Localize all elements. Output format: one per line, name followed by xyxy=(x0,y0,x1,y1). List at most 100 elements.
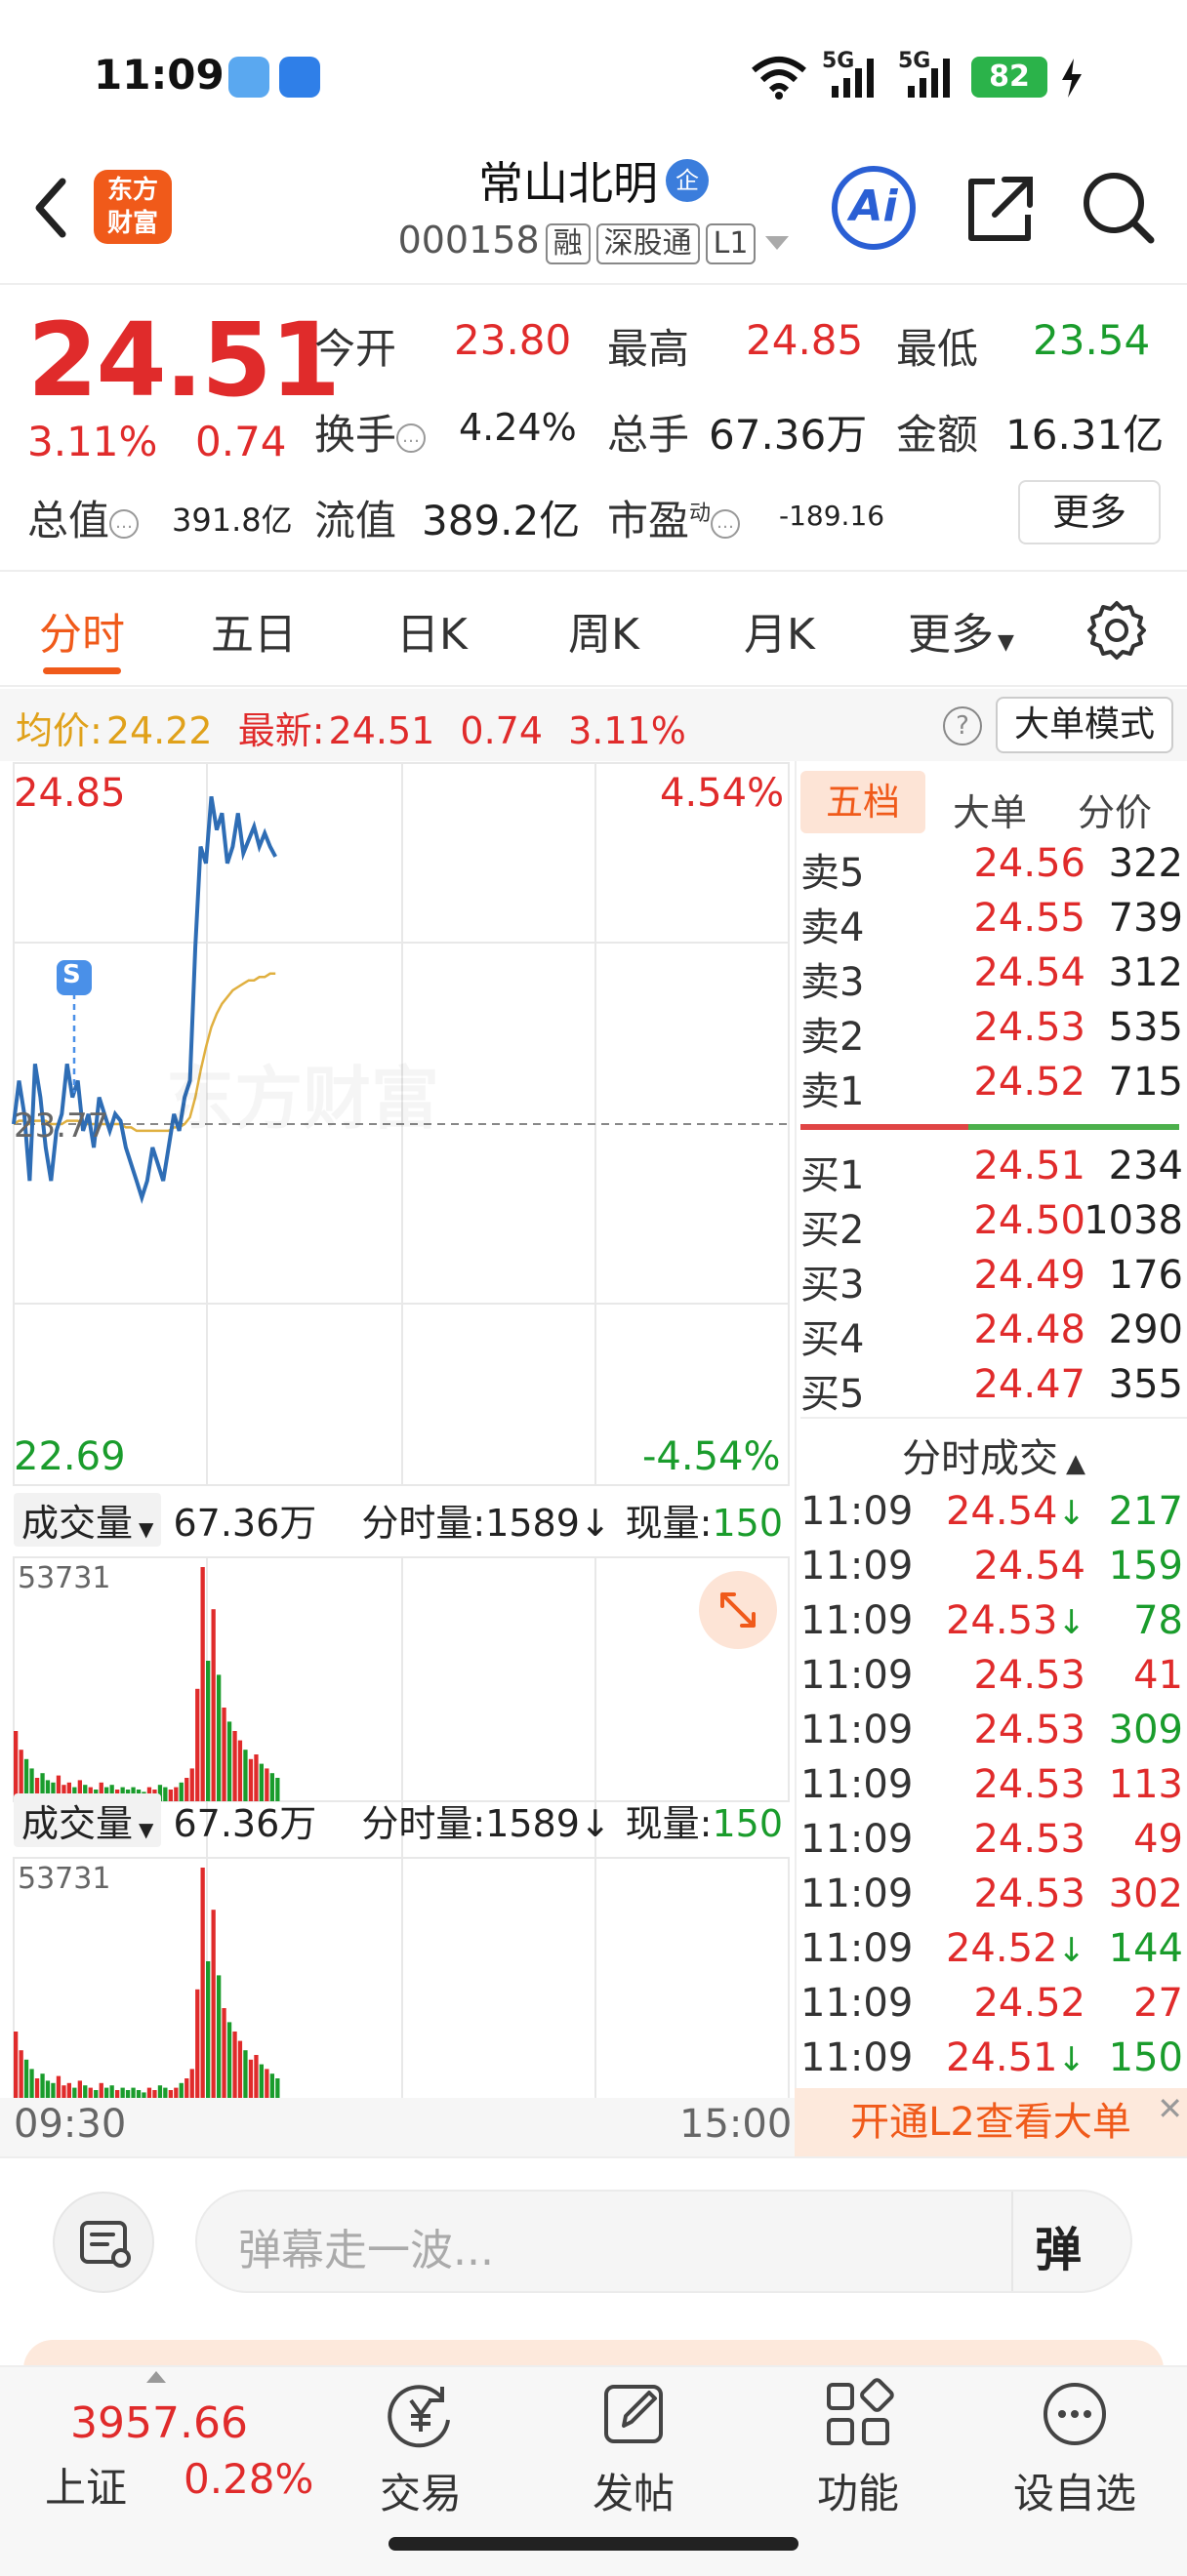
trade-volume: 309 xyxy=(1108,1708,1183,1752)
volume-bar xyxy=(99,1782,103,1801)
volume-bar xyxy=(163,1787,168,1801)
bid-row[interactable]: 买5 24.47 355 xyxy=(800,1362,1183,1417)
tab-underline xyxy=(43,667,121,674)
tab-five-levels[interactable]: 五档 xyxy=(800,771,925,833)
pct-axis-max: 4.54% xyxy=(660,771,785,816)
nav-functions[interactable]: 功能 xyxy=(785,2375,931,2520)
turnover-value: 4.24% xyxy=(459,406,577,449)
mktcap-label: 总值… xyxy=(27,488,140,547)
danmaku-send-button[interactable]: 弹 xyxy=(1035,2223,1083,2277)
panel-divider xyxy=(795,761,797,2088)
bid-row[interactable]: 买1 24.51 234 xyxy=(800,1144,1183,1198)
nav-trade[interactable]: 交易 xyxy=(348,2375,494,2520)
trade-price: 24.53 xyxy=(973,1708,1085,1752)
volume-bar xyxy=(61,1785,66,1801)
volume-bar xyxy=(88,2087,93,2102)
ask-volume: 322 xyxy=(1108,841,1183,886)
trades-title[interactable]: 分时成交 ▲ xyxy=(902,1436,1085,1481)
bid-volume: 355 xyxy=(1108,1362,1183,1407)
nav-watchlist[interactable]: 设自选 xyxy=(1002,2375,1148,2520)
bid-row[interactable]: 买4 24.48 290 xyxy=(800,1308,1183,1362)
tab-intraday[interactable]: 分时 xyxy=(39,610,125,660)
tab-more[interactable]: 更多 ▼ xyxy=(908,610,1014,660)
open-value: 23.80 xyxy=(454,316,572,364)
nav-post-label: 发帖 xyxy=(592,2470,675,2517)
volume-type-selector[interactable]: 成交量 ▼ xyxy=(14,1793,162,1847)
latest-percent: 3.11% xyxy=(568,709,686,752)
status-time: 11:09 xyxy=(94,51,225,99)
stock-code-row[interactable]: 000158 融深股通 L1 xyxy=(0,219,1187,264)
volume-bar xyxy=(14,1731,19,1801)
volume-bar xyxy=(168,1790,173,1801)
danmaku-input[interactable] xyxy=(195,2190,1132,2293)
volume-type-selector[interactable]: 成交量 ▼ xyxy=(14,1493,162,1547)
nav-post[interactable]: 发帖 xyxy=(560,2375,707,2520)
dropdown-caret-icon: ▼ xyxy=(998,630,1014,655)
danmaku-placeholder: 弹幕走一波... xyxy=(238,2226,494,2275)
bid-volume: 176 xyxy=(1108,1253,1183,1298)
help-icon[interactable]: ? xyxy=(943,706,982,745)
bid-label: 买2 xyxy=(800,1208,865,1253)
close-icon[interactable]: ✕ xyxy=(1157,2090,1183,2127)
search-icon[interactable] xyxy=(1079,168,1157,246)
low-value: 23.54 xyxy=(1033,316,1151,364)
tab-price-dist[interactable]: 分价 xyxy=(1078,791,1153,834)
share-icon[interactable] xyxy=(962,170,1040,248)
volume-bar xyxy=(206,1661,211,1801)
bid-row[interactable]: 买3 24.49 176 xyxy=(800,1253,1183,1308)
trade-row: 11:09 24.53 113 xyxy=(800,1762,1183,1817)
nav-trade-label: 交易 xyxy=(379,2470,462,2517)
tab-monthly-k[interactable]: 月K xyxy=(744,610,815,660)
l2-upgrade-banner[interactable]: 开通L2查看大单 xyxy=(795,2088,1187,2156)
volume-bar xyxy=(269,2073,274,2102)
signal-icon-2 xyxy=(908,59,950,98)
signal-label[interactable]: S xyxy=(62,960,81,989)
nav-watchlist-label: 设自选 xyxy=(1012,2470,1136,2517)
tab-big-orders[interactable]: 大单 xyxy=(953,791,1028,834)
index-value[interactable]: 3957.66 xyxy=(70,2398,248,2448)
signal-icon-1 xyxy=(832,59,874,98)
index-change[interactable]: 0.28% xyxy=(184,2455,314,2503)
volume-bar xyxy=(206,1961,211,2102)
ask-label: 卖3 xyxy=(800,960,865,1005)
down-arrow-icon: ↓ xyxy=(579,1502,611,1545)
index-name[interactable]: 上证 xyxy=(45,2464,128,2512)
volume-total: 67.36万 xyxy=(173,1802,317,1845)
down-arrow-icon: ↓ xyxy=(1057,1931,1086,1970)
trade-row: 11:09 24.54↓ 217 xyxy=(800,1489,1183,1544)
volume-bar xyxy=(40,2073,45,2102)
pct-axis-min: -4.54% xyxy=(642,1434,781,1479)
divider xyxy=(0,685,1187,687)
home-indicator[interactable] xyxy=(389,2537,798,2551)
expand-button[interactable] xyxy=(699,1571,777,1649)
ask-row[interactable]: 卖1 24.52 715 xyxy=(800,1060,1183,1114)
info-icon[interactable]: … xyxy=(396,423,427,453)
big-order-mode-button[interactable]: 大单模式 xyxy=(996,697,1173,753)
divider xyxy=(800,1417,1187,1419)
bid-row[interactable]: 买2 24.50 1038 xyxy=(800,1198,1183,1253)
ask-row[interactable]: 卖2 24.53 535 xyxy=(800,1005,1183,1060)
ask-row[interactable]: 卖5 24.56 322 xyxy=(800,841,1183,896)
ask-price: 24.53 xyxy=(973,1005,1085,1050)
intraday-chart[interactable] xyxy=(0,761,797,2132)
tab-daily-k[interactable]: 日K xyxy=(396,610,468,660)
back-icon[interactable] xyxy=(27,174,76,242)
danmaku-settings-button[interactable] xyxy=(53,2192,154,2293)
bid-volume: 290 xyxy=(1108,1308,1183,1352)
info-icon[interactable]: … xyxy=(711,508,741,539)
ai-assistant-button[interactable]: Ai xyxy=(832,166,916,250)
float-value: 389.2亿 xyxy=(422,497,581,544)
volume-bar xyxy=(184,2078,189,2102)
more-button[interactable]: 更多 xyxy=(1018,480,1161,544)
ask-row[interactable]: 卖4 24.55 739 xyxy=(800,896,1183,950)
corp-badge: 企 xyxy=(666,159,709,202)
info-icon[interactable]: … xyxy=(109,508,140,539)
info-bar xyxy=(0,689,1187,761)
trade-time: 11:09 xyxy=(800,1872,914,1916)
tab-five-day[interactable]: 五日 xyxy=(211,610,297,660)
volume-label: 总手 xyxy=(607,411,690,459)
settings-gear-icon[interactable] xyxy=(1085,599,1148,662)
tab-weekly-k[interactable]: 周K xyxy=(568,610,639,660)
ask-row[interactable]: 卖3 24.54 312 xyxy=(800,950,1183,1005)
weather-app-icon xyxy=(228,57,269,98)
